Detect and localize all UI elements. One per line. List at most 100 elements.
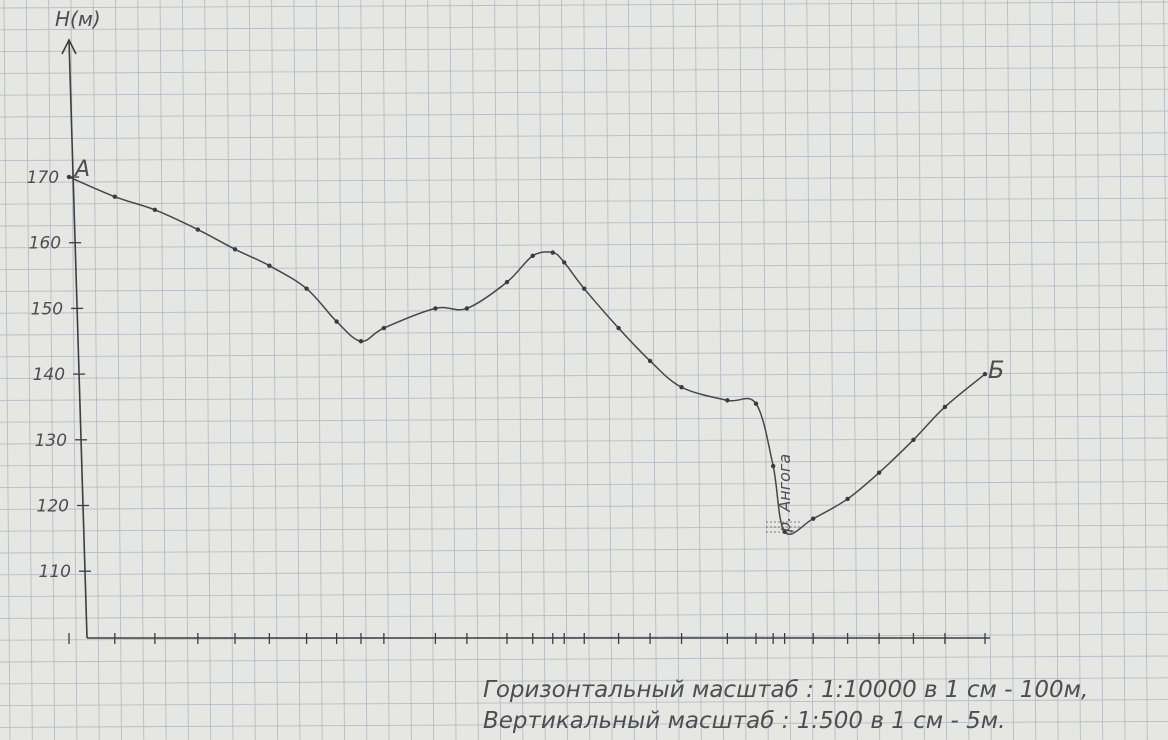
profile-points xyxy=(66,174,988,534)
profile-point xyxy=(195,227,201,232)
y-tick-label: 160 xyxy=(29,234,61,254)
grid-line-horizontal xyxy=(0,219,1168,227)
grid-line-horizontal xyxy=(0,459,1168,467)
grid-line-horizontal xyxy=(0,655,1168,663)
profile-point xyxy=(876,470,882,475)
grid-line-vertical xyxy=(828,0,836,740)
grid-line-vertical xyxy=(806,0,814,740)
grid-line-vertical xyxy=(159,0,167,740)
y-tick-label: 110 xyxy=(39,562,71,582)
grid-line-vertical xyxy=(605,0,613,740)
grid-line-horizontal xyxy=(0,372,1168,380)
grid-line-horizontal xyxy=(0,241,1168,249)
grid-line-vertical xyxy=(1029,0,1037,740)
grid-line-horizontal xyxy=(0,66,1168,74)
grid-line-horizontal xyxy=(0,524,1168,532)
grid-line-vertical xyxy=(650,0,658,740)
grid-line-vertical xyxy=(494,0,502,740)
profile-point xyxy=(942,404,948,410)
y-tick-label: 150 xyxy=(31,299,63,319)
profile-point xyxy=(358,339,364,344)
grid-line-vertical xyxy=(940,0,948,740)
profile-point xyxy=(152,207,158,213)
grid-line-horizontal xyxy=(0,393,1168,401)
grid-line-vertical xyxy=(784,0,791,740)
grid-line-vertical xyxy=(739,0,747,740)
grid-line-horizontal xyxy=(0,568,1168,576)
grid-line-horizontal xyxy=(0,175,1168,183)
profile-point xyxy=(433,306,438,311)
grid-line-horizontal xyxy=(0,328,1168,336)
grid-line-vertical xyxy=(1140,0,1148,740)
grid-line-horizontal xyxy=(0,415,1168,423)
y-tick-label: 140 xyxy=(33,365,65,385)
grid-line-vertical xyxy=(115,0,122,740)
profile-point xyxy=(725,398,730,403)
grid-line-vertical xyxy=(561,0,568,740)
grid-line-horizontal xyxy=(0,263,1168,271)
grid-line-vertical xyxy=(226,0,234,740)
profile-point xyxy=(232,247,238,252)
grid-line-vertical xyxy=(449,0,457,740)
profile-point xyxy=(616,325,621,331)
grid-line-vertical xyxy=(1118,0,1126,740)
y-axis-line xyxy=(68,39,88,639)
grid-line-vertical xyxy=(761,0,769,740)
y-axis-ticks: 110 120 130 140 150 160 170 xyxy=(27,168,91,582)
grid-line-vertical xyxy=(627,0,635,740)
profile-point xyxy=(811,516,816,521)
profile-point xyxy=(911,437,916,442)
grid-line-vertical xyxy=(471,0,479,740)
y-axis-arrow xyxy=(61,38,77,55)
profile-point xyxy=(782,529,787,534)
profile-point xyxy=(267,263,272,268)
profile-point xyxy=(112,194,118,199)
grid-line-vertical xyxy=(3,0,11,740)
profile-point xyxy=(464,306,470,311)
grid-line-vertical xyxy=(850,0,858,740)
profile-point xyxy=(66,174,72,180)
grid-line-vertical xyxy=(1073,0,1081,740)
grid-line-horizontal xyxy=(0,502,1168,510)
y-tick-label: 170 xyxy=(27,168,59,188)
vertical-scale-text: Вертикальный масштаб : 1:500 в 1 см - 5м… xyxy=(483,708,1005,734)
profile-point xyxy=(753,401,759,406)
profile-point xyxy=(550,250,555,255)
start-point-label: А xyxy=(73,157,90,182)
grid-line-vertical xyxy=(427,0,435,740)
y-tick-label: 120 xyxy=(37,497,69,517)
river-hatch xyxy=(766,521,800,533)
grid-line-horizontal xyxy=(0,132,1168,140)
profile-point xyxy=(647,358,653,364)
profile-point xyxy=(845,496,850,502)
grid-line-horizontal xyxy=(0,350,1168,358)
grid-line-horizontal xyxy=(0,677,1168,685)
profile-point xyxy=(982,371,988,377)
profile-point xyxy=(679,385,684,390)
profile-point xyxy=(582,286,587,291)
grid-line-vertical xyxy=(516,0,524,740)
profile-point xyxy=(770,463,776,469)
grid-line-vertical xyxy=(717,0,725,740)
grid-line-vertical xyxy=(984,0,992,740)
grid-line-vertical xyxy=(204,0,212,740)
grid-line-horizontal xyxy=(0,546,1168,554)
grid-line-vertical xyxy=(1051,0,1059,740)
x-axis-ticks xyxy=(68,633,986,644)
grid-line-horizontal xyxy=(0,699,1168,707)
grid-line-horizontal xyxy=(0,45,1168,53)
grid-line-horizontal xyxy=(0,23,1168,31)
profile-point xyxy=(304,286,309,291)
profile-point xyxy=(504,279,510,285)
grid-line-vertical xyxy=(873,0,881,740)
grid-line-vertical xyxy=(583,0,591,740)
grid-line-horizontal xyxy=(0,1,1168,9)
profile-point xyxy=(334,319,339,324)
grid-line-horizontal xyxy=(0,437,1168,445)
grid-line-vertical xyxy=(1163,0,1168,599)
grid-line-horizontal xyxy=(0,611,1168,619)
grid-line-horizontal xyxy=(0,88,1168,96)
